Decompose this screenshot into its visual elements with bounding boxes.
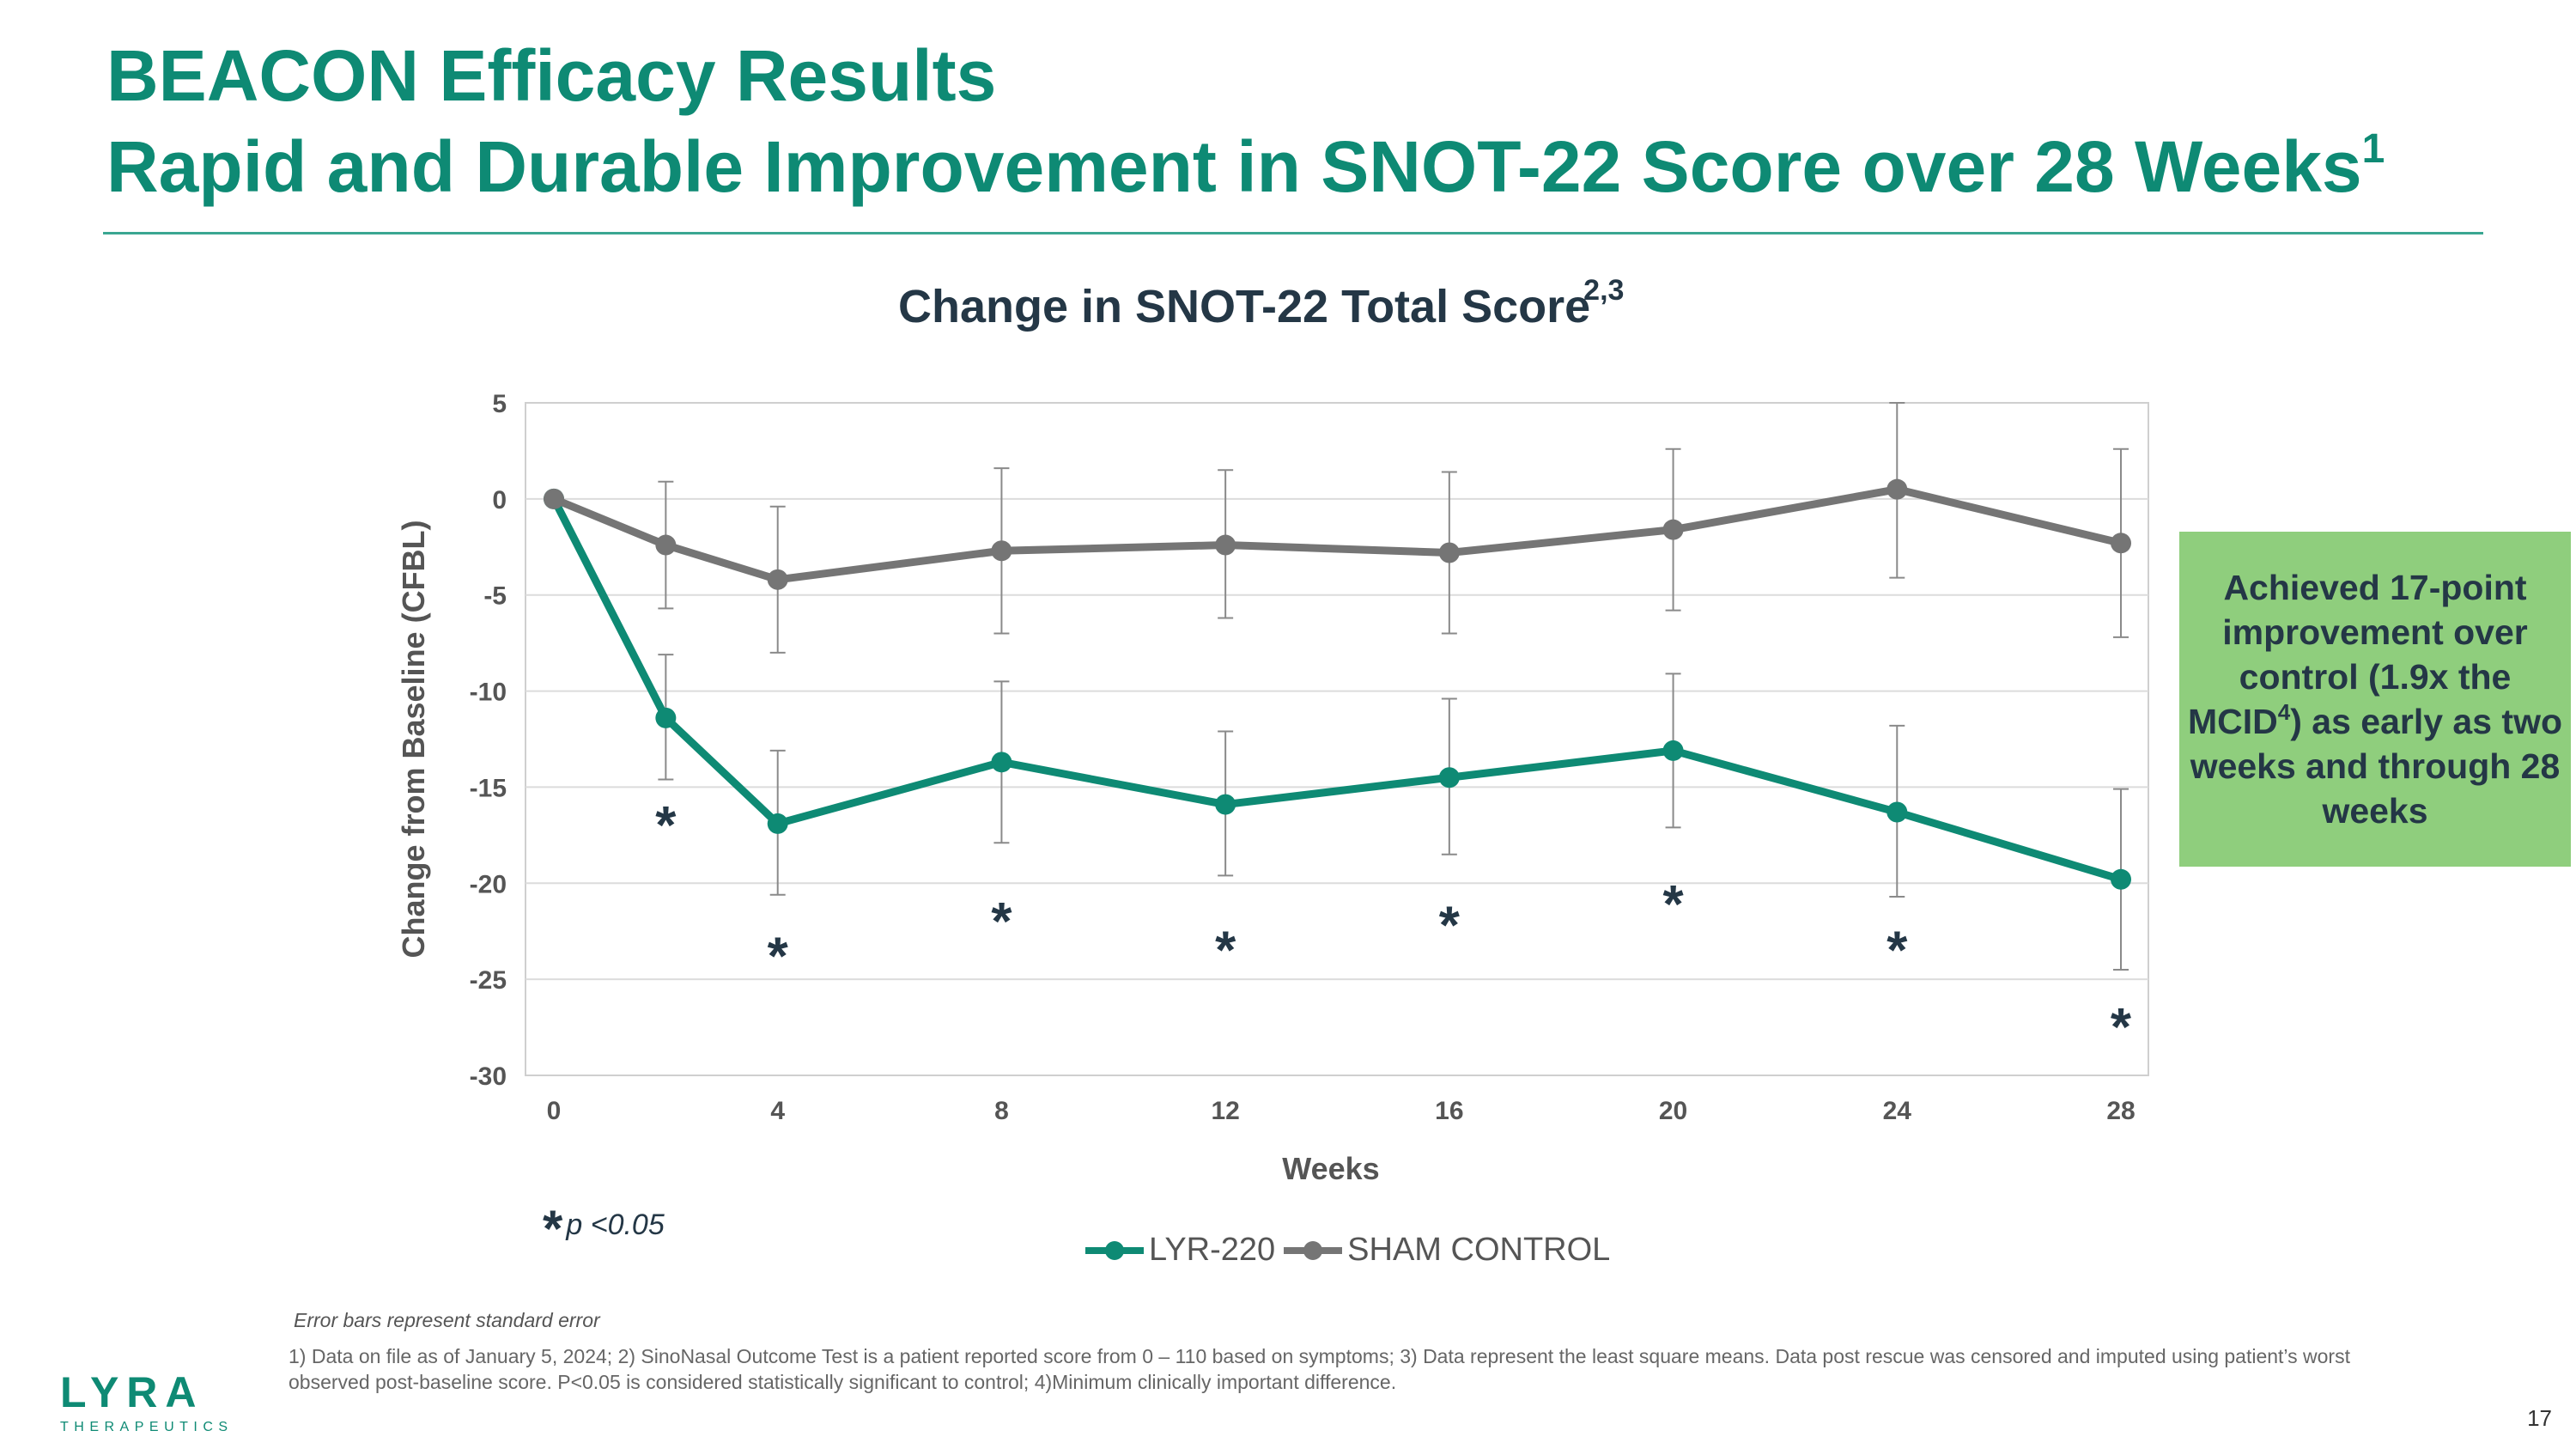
chart-title-text: Change in SNOT-22 Total Score xyxy=(898,281,1591,332)
callout-text-part2: ) as early as two weeks and through 28 w… xyxy=(2190,702,2563,831)
x-tick-label: 12 xyxy=(1211,1097,1239,1125)
x-tick-label: 4 xyxy=(770,1097,785,1125)
slide-subtitle-footnote-ref: 1 xyxy=(2361,126,2385,172)
data-point-sham-control xyxy=(1662,519,1684,540)
plot-area-border xyxy=(525,402,2149,1076)
chart-legend: LYR-220 SHAM CONTROL xyxy=(1084,1232,1617,1269)
data-point-sham-control xyxy=(544,488,564,509)
legend-marker-lyr220 xyxy=(1085,1240,1144,1260)
significance-star: * xyxy=(991,892,1012,952)
result-callout-box: Achieved 17-point improvement over contr… xyxy=(2179,532,2571,867)
data-point-lyr220 xyxy=(767,813,788,834)
data-point-lyr220 xyxy=(1438,767,1460,788)
data-point-sham-control xyxy=(767,569,788,590)
data-point-lyr220 xyxy=(991,752,1012,773)
legend-item-sham-control: SHAM CONTROL xyxy=(1282,1232,1610,1269)
y-tick-label: -5 xyxy=(483,582,507,611)
significance-star: * xyxy=(655,796,677,855)
y-tick-label: -10 xyxy=(470,679,507,707)
callout-footnote-ref: 4 xyxy=(2277,699,2291,725)
y-tick-label: -30 xyxy=(470,1062,507,1091)
logo-wordmark: LYRA xyxy=(60,1368,204,1416)
significance-star: * xyxy=(1663,875,1685,935)
callout-text-part1: Achieved 17-point improvement over contr… xyxy=(2188,568,2528,741)
logo-subtitle: THERAPEUTICS xyxy=(60,1420,234,1434)
data-point-lyr220 xyxy=(1215,794,1236,815)
significance-star: * xyxy=(2111,998,2132,1057)
x-tick-label: 16 xyxy=(1435,1097,1463,1125)
significance-star: * xyxy=(768,927,789,986)
lyra-logo: LYRA THERAPEUTICS xyxy=(60,1371,234,1434)
data-point-sham-control xyxy=(655,534,677,556)
x-tick-label: 28 xyxy=(2106,1097,2135,1125)
slide-title: BEACON Efficacy Results xyxy=(106,35,997,116)
data-point-lyr220 xyxy=(2111,868,2131,890)
legend-label-lyr220: LYR-220 xyxy=(1149,1232,1276,1268)
data-point-lyr220 xyxy=(1886,801,1908,823)
y-axis-label: Change from Baseline (CFBL) xyxy=(396,520,431,958)
x-tick-label: 8 xyxy=(994,1097,1009,1125)
y-tick-label: -25 xyxy=(470,966,507,995)
significance-star: * xyxy=(1886,922,1908,981)
legend-marker-sham-control xyxy=(1284,1240,1343,1260)
data-point-sham-control xyxy=(1438,542,1460,563)
y-tick-label: 0 xyxy=(492,486,507,514)
chart-title: Change in SNOT-22 Total Score2,3 xyxy=(898,276,1624,333)
data-point-sham-control xyxy=(2111,533,2131,554)
page-number: 17 xyxy=(2527,1405,2552,1431)
data-point-sham-control xyxy=(1215,534,1236,556)
title-divider xyxy=(103,232,2483,234)
legend-label-sham-control: SHAM CONTROL xyxy=(1347,1232,1611,1268)
y-tick-label: -15 xyxy=(470,774,507,802)
significance-note: * p <0.05 xyxy=(543,1199,665,1258)
x-tick-label: 0 xyxy=(547,1097,562,1125)
y-tick-label: -20 xyxy=(470,870,507,898)
error-bar-note: Error bars represent standard error xyxy=(294,1309,600,1331)
footnotes: 1) Data on file as of January 5, 2024; 2… xyxy=(289,1345,2350,1393)
significance-note-text: p <0.05 xyxy=(566,1209,665,1241)
y-tick-label: 5 xyxy=(492,390,507,418)
x-tick-label: 20 xyxy=(1659,1097,1687,1125)
significance-star: * xyxy=(1439,897,1461,956)
x-axis-label: Weeks xyxy=(1282,1151,1379,1186)
series-line-lyr220 xyxy=(550,495,2125,884)
data-point-sham-control xyxy=(1886,478,1908,500)
series-line-sham-control xyxy=(550,485,2125,584)
x-tick-label: 24 xyxy=(1883,1097,1912,1125)
data-point-lyr220 xyxy=(1662,740,1684,761)
result-callout-text: Achieved 17-point improvement over contr… xyxy=(2188,565,2562,833)
slide-subtitle-text: Rapid and Durable Improvement in SNOT-22… xyxy=(106,126,2362,207)
significance-star: * xyxy=(1215,922,1236,981)
chart-title-footnote-ref: 2,3 xyxy=(1583,274,1625,307)
data-point-lyr220 xyxy=(655,707,677,728)
data-point-sham-control xyxy=(991,540,1012,562)
slide-subtitle: Rapid and Durable Improvement in SNOT-22… xyxy=(106,129,2385,204)
legend-item-lyr220: LYR-220 xyxy=(1084,1232,1275,1269)
significance-star-symbol: * xyxy=(543,1200,563,1257)
